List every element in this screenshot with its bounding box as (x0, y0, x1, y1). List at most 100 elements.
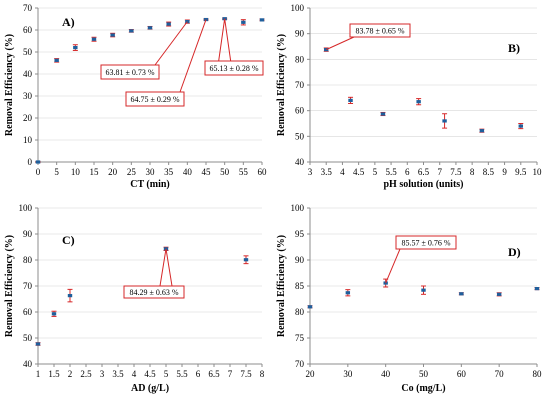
y-tick-label: 90 (295, 29, 305, 39)
data-point (459, 292, 464, 296)
x-tick-label: 45 (202, 167, 212, 177)
panel-label: A) (62, 15, 75, 29)
annotation-callout: 84.29 ± 0.63 % (123, 248, 185, 299)
y-tick-label: 95 (295, 229, 305, 239)
data-point (67, 294, 73, 298)
y-tick-label: 60 (23, 307, 33, 317)
annotation-text: 85.57 ± 0.76 % (401, 239, 450, 248)
annotation-callout: 85.57 ± 0.76 % (385, 235, 457, 284)
x-tick-label: 6 (405, 167, 410, 177)
y-tick-label: 0 (28, 157, 33, 167)
data-point (73, 46, 78, 50)
x-tick-label: 0 (36, 167, 41, 177)
panel-label: B) (508, 41, 520, 55)
x-tick-label: 20 (306, 369, 316, 379)
x-tick-label: 10 (71, 167, 81, 177)
annotation-box (123, 285, 185, 299)
data-point (479, 129, 485, 133)
annotation-text: 63.81 ± 0.73 % (105, 68, 154, 77)
data-point (348, 98, 353, 102)
x-tick-label: 30 (146, 167, 156, 177)
y-tick-label: 75 (295, 333, 305, 343)
chart-panel: 0 5 10 15 20 25 30 35 40 45 50 55 60 0 10 20 30 40 50 60 70 C… (4, 3, 267, 190)
chart-panel: 3 3.5 4 4.5 5 5.5 6 6.5 7 7.5 8 8.5 9 9.5 10 40 50 60 70 80… (276, 3, 542, 190)
y-tick-label: 70 (295, 359, 305, 369)
x-axis-label: pH solution (units) (383, 179, 463, 190)
annotation-leader (159, 248, 173, 287)
y-tick-label: 30 (23, 91, 33, 101)
x-tick-label: 5.5 (176, 369, 188, 379)
x-tick-label: 4 (340, 167, 345, 177)
y-tick-label: 40 (23, 69, 33, 79)
data-point (166, 22, 171, 26)
x-tick-label: 35 (164, 167, 174, 177)
x-tick-label: 1.5 (48, 369, 60, 379)
x-tick-label: 7 (228, 369, 233, 379)
annotation-text: 65.13 ± 0.28 % (209, 64, 258, 73)
y-tick-label: 50 (23, 47, 33, 57)
annotation-text: 84.29 ± 0.63 % (129, 288, 178, 297)
y-tick-label: 80 (295, 307, 305, 317)
x-tick-label: 5 (373, 167, 378, 177)
annotation-leader (218, 18, 232, 62)
annotation-box (100, 64, 160, 80)
x-tick-label: 30 (343, 369, 353, 379)
y-tick-label: 50 (295, 131, 305, 141)
x-axis-label: AD (g/L) (131, 383, 169, 394)
data-point (147, 26, 153, 30)
x-tick-label: 25 (127, 167, 137, 177)
annotation-callout: 65.13 ± 0.28 % (204, 18, 264, 76)
annotation-leader (179, 19, 207, 93)
x-tick-label: 3.5 (112, 369, 124, 379)
data-point (416, 100, 421, 104)
y-tick-label: 40 (295, 157, 305, 167)
x-tick-label: 50 (419, 369, 429, 379)
data-point (35, 342, 41, 346)
x-tick-label: 8.5 (483, 167, 495, 177)
annotation-box (125, 91, 185, 107)
x-tick-label: 9.5 (515, 167, 527, 177)
annotation-box (349, 23, 411, 38)
y-tick-label: 90 (23, 229, 33, 239)
x-tick-label: 80 (533, 369, 543, 379)
y-tick-label: 80 (295, 54, 305, 64)
y-tick-label: 90 (295, 255, 305, 265)
annotation-text: 64.75 ± 0.29 % (130, 95, 179, 104)
y-axis-label: Removal Efficiency (%) (4, 235, 15, 337)
y-tick-label: 60 (23, 25, 33, 35)
chart-panel: 1 1.5 2 2.5 3 3.5 4 4.5 5 5.5 6 6.5 7 7.5 8 40 50 60 70 80 9… (4, 203, 265, 394)
x-tick-label: 4.5 (353, 167, 365, 177)
x-tick-label: 60 (258, 167, 268, 177)
y-tick-label: 80 (23, 255, 33, 265)
x-tick-label: 2.5 (80, 369, 92, 379)
data-point (534, 287, 540, 291)
annotation-leader (154, 21, 188, 66)
x-tick-label: 3 (100, 369, 105, 379)
x-tick-label: 6.5 (418, 167, 430, 177)
data-point (243, 258, 249, 262)
data-point (259, 18, 265, 22)
annotation-callout: 64.75 ± 0.29 % (125, 19, 207, 107)
x-axis-label: Co (mg/L) (401, 383, 445, 394)
x-tick-label: 7.5 (450, 167, 462, 177)
panel-label: D) (508, 245, 521, 259)
data-point (380, 112, 386, 116)
data-point (241, 20, 246, 24)
x-tick-label: 7 (437, 167, 442, 177)
data-point (35, 160, 41, 164)
x-tick-label: 10 (533, 167, 543, 177)
panel-label: C) (62, 233, 75, 247)
x-tick-label: 60 (457, 369, 467, 379)
data-point (54, 58, 59, 62)
y-tick-label: 85 (295, 281, 305, 291)
x-tick-label: 50 (220, 167, 230, 177)
x-tick-label: 9 (502, 167, 507, 177)
x-tick-label: 5 (54, 167, 59, 177)
annotation-callout: 63.81 ± 0.73 % (100, 21, 188, 80)
data-point (129, 29, 134, 33)
data-point (345, 291, 351, 295)
y-tick-label: 100 (291, 203, 305, 213)
x-tick-label: 3 (308, 167, 313, 177)
annotation-callout: 83.78 ± 0.65 % (326, 23, 411, 51)
